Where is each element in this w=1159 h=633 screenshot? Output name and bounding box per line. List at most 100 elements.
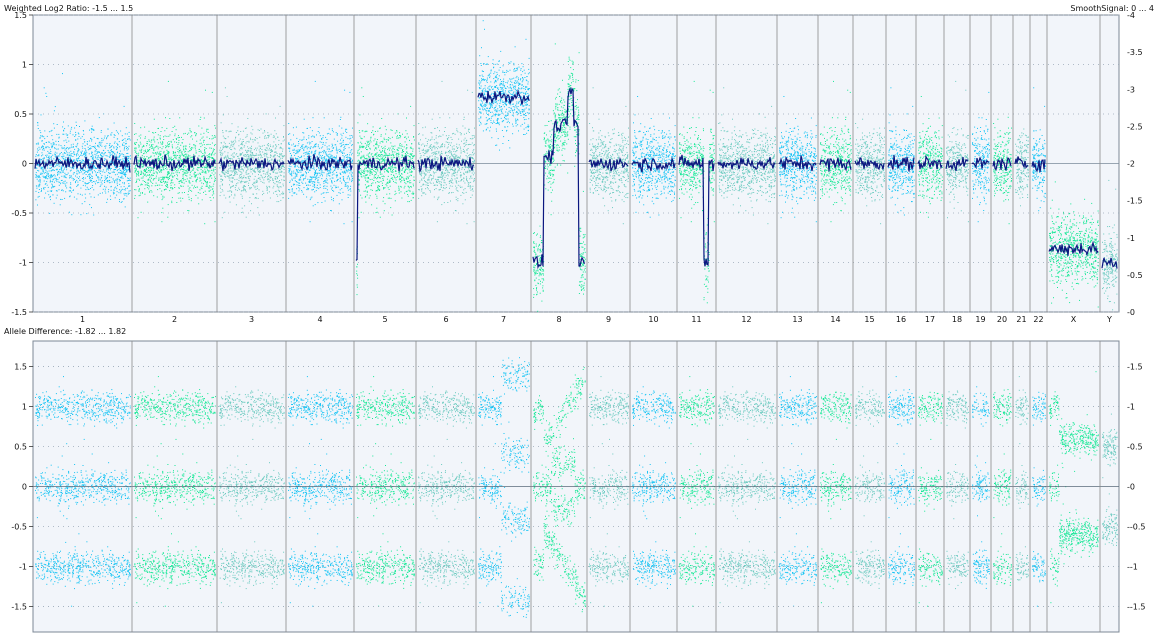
smooth-signal-chr-16 <box>887 155 915 172</box>
chromosome-label-20: 20 <box>997 315 1007 324</box>
chromosome-label-8: 8 <box>556 315 561 324</box>
chromosome-dividers <box>131 15 1101 312</box>
chromosome-label-21: 21 <box>1016 315 1026 324</box>
allele-points-chr-20 <box>993 389 1012 586</box>
chromosome-label-15: 15 <box>864 315 874 324</box>
y2-tick-label: -0.5 <box>1127 443 1143 452</box>
smooth-signal-chr-14 <box>819 157 852 172</box>
smooth-signal-chr-20 <box>992 156 1012 171</box>
allele-difference-gridlines <box>33 366 1119 607</box>
allele-points-chr-10 <box>632 386 676 590</box>
smooth-signal-chr-9 <box>588 156 629 172</box>
smooth-signal-chr-11 <box>678 154 715 267</box>
chromosome-label-2: 2 <box>172 315 177 324</box>
y-tick-label: -1.5 <box>11 602 27 611</box>
smooth-signal-chr-22 <box>1031 159 1046 173</box>
smooth-signal-chr-5 <box>355 155 415 261</box>
y-tick-label: -0.5 <box>11 209 27 218</box>
y-tick-label: 1.5 <box>14 11 27 20</box>
chromosome-label-17: 17 <box>925 315 935 324</box>
chromosome-label-10: 10 <box>648 315 658 324</box>
y-tick-label: 0 <box>22 160 27 169</box>
smooth-signal-chr-Y <box>1101 257 1118 269</box>
chromosome-labels: 1 2 3 4 5 6 7 8 9 10 11 12 13 14 15 16 17 18 19 20 21 22 X Y <box>80 315 1112 324</box>
y2-tick-label: -1.5 <box>1127 197 1143 206</box>
chromosome-label-19: 19 <box>975 315 985 324</box>
smooth-signal-chr-15 <box>854 157 885 171</box>
chromosome-label-Y: Y <box>1106 315 1112 324</box>
y-tick-label: 1.5 <box>14 363 27 372</box>
allele-points-chr-17 <box>918 391 943 607</box>
y2-tick-label: -4 <box>1127 11 1135 20</box>
smooth-signal-chr-19 <box>971 156 990 170</box>
y-tick-label: 0.5 <box>14 110 27 119</box>
points-chr-5 <box>356 87 415 296</box>
allele-points-chr-2 <box>134 376 216 607</box>
allele-points-chr-Y <box>1102 413 1118 546</box>
allele-points-chr-12 <box>718 386 776 604</box>
chromosome-label-1: 1 <box>80 315 85 324</box>
allele-points-chr-19 <box>972 386 990 589</box>
allele-points-chr-14 <box>820 391 852 604</box>
chromosome-label-3: 3 <box>249 315 254 324</box>
smooth-signal-chr-12 <box>717 156 776 171</box>
allele-points-chr-21 <box>1015 376 1029 581</box>
y-tick-label: 1 <box>22 61 27 70</box>
smooth-signal-chr-3 <box>218 156 285 172</box>
allele-points-chr-8 <box>533 367 586 613</box>
points-chr-12 <box>718 87 776 225</box>
y-tick-label: 0 <box>22 483 27 492</box>
chromosome-label-14: 14 <box>830 315 840 324</box>
log2-ratio-panel: -1.5-1-0.500.511.5 -0-0.5-1-1.5-2-2.5-3-… <box>4 4 1154 317</box>
smooth-signal-line <box>34 86 1118 270</box>
smooth-signal-chr-17 <box>917 154 943 170</box>
y2-tick-label: -1 <box>1127 403 1135 412</box>
allele-points-chr-X <box>1049 371 1099 604</box>
points-chr-X <box>1049 181 1099 308</box>
y-tick-label: -1 <box>19 562 27 571</box>
smooth-signal-chr-8 <box>532 86 586 270</box>
y-tick-label: -0.5 <box>11 522 27 531</box>
y2-tick-label: -0 <box>1127 308 1135 317</box>
chromosome-label-13: 13 <box>792 315 802 324</box>
points-chr-10 <box>632 96 676 218</box>
y2-tick-label: -0 <box>1127 483 1135 492</box>
y2-tick-label: --1.5 <box>1127 602 1146 611</box>
smooth-signal-chr-4 <box>287 154 353 172</box>
chromosome-label-5: 5 <box>382 315 387 324</box>
y2-tick-label: -0.5 <box>1127 271 1143 280</box>
smooth-signal-chr-13 <box>778 155 817 172</box>
chromosome-label-6: 6 <box>443 315 448 324</box>
allele-difference-y-tick-labels: -1.5 -1 -0.5 0 0.5 1 1.5 <box>11 363 33 611</box>
y-tick-label: 1 <box>22 403 27 412</box>
smooth-signal-y-tick-labels: -0 -0.5 -1 -1.5 -2 -2.5 -3 -3.5 -4 <box>1127 11 1143 317</box>
y-tick-label: -1 <box>19 259 27 268</box>
points-chr-19 <box>972 91 990 223</box>
smooth-signal-chr-18 <box>945 157 969 172</box>
smooth-signal-chr-21 <box>1014 156 1029 169</box>
chromosome-label-18: 18 <box>952 315 962 324</box>
allele-points-chr-6 <box>418 386 475 604</box>
allele-points-chr-13 <box>779 376 817 607</box>
smooth-signal-chr-6 <box>417 155 475 174</box>
chromosome-label-12: 12 <box>741 315 751 324</box>
chromosome-label-16: 16 <box>896 315 906 324</box>
allele-points-chr-1 <box>35 376 131 607</box>
smooth-signal-chr-X <box>1048 240 1099 257</box>
y2-tick-label: -3 <box>1127 85 1135 94</box>
allele-points-chr-22 <box>1032 391 1046 607</box>
y2-tick-label: --1 <box>1127 562 1138 571</box>
allele-difference-points <box>35 357 1118 618</box>
smooth-signal-title: SmoothSignal: 0 ... 4 <box>1070 4 1154 13</box>
y-tick-label: -1.5 <box>11 308 27 317</box>
smooth-signal-chr-2 <box>133 154 216 172</box>
allele-points-chr-3 <box>219 386 285 604</box>
y2-tick-label: -1.5 <box>1127 363 1143 372</box>
y2-tick-label: -2 <box>1127 160 1135 169</box>
y2-tick-label: --0.5 <box>1127 522 1146 531</box>
allele-points-chr-11 <box>679 376 715 607</box>
y2-tick-label: -2.5 <box>1127 122 1143 131</box>
chromosome-label-4: 4 <box>317 315 322 324</box>
